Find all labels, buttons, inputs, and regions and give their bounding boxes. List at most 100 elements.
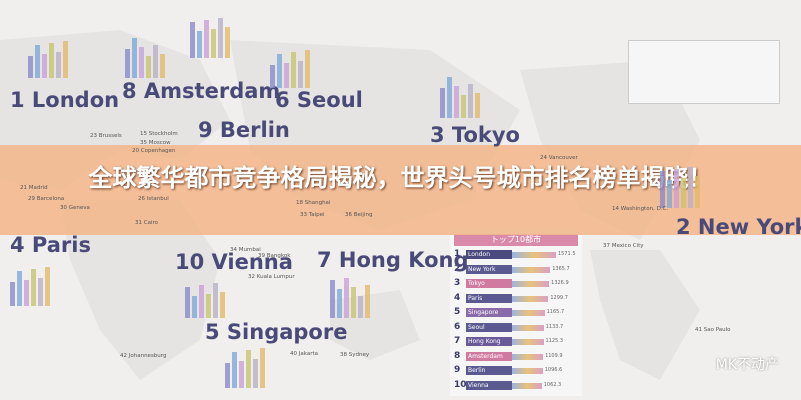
mini-bar bbox=[305, 50, 310, 88]
mini-bar bbox=[31, 269, 36, 306]
mini-bar bbox=[688, 167, 693, 208]
mini-bar bbox=[42, 54, 47, 78]
mini-bar bbox=[28, 56, 33, 78]
mini-bar bbox=[454, 86, 459, 118]
rank: 2 bbox=[454, 263, 461, 274]
banner-title: 全球繁华都市竞争格局揭秘，世界头号城市排名榜单揭晓！ bbox=[88, 164, 713, 192]
mini-bar bbox=[24, 280, 29, 306]
small-city-label: 32 Kuala Lumpur bbox=[248, 274, 295, 280]
rank: 3 bbox=[454, 278, 461, 288]
city-label: 1 London bbox=[10, 88, 120, 112]
mini-bar bbox=[667, 180, 672, 208]
city-name: Amsterdam bbox=[466, 351, 512, 361]
score-bar bbox=[512, 266, 551, 273]
mini-bar bbox=[225, 27, 230, 58]
top10-row: 9 Berlin 1096.6 bbox=[454, 365, 580, 377]
mini-bar bbox=[298, 61, 303, 88]
small-city-label: 41 Sao Paulo bbox=[695, 327, 731, 333]
mini-bar bbox=[270, 65, 275, 88]
mini-bar bbox=[204, 20, 209, 58]
mini-bar bbox=[239, 361, 244, 388]
top10-panel: トップ10都市 1 London 1571.5 2 New York 1365.7 3 Tok… bbox=[450, 228, 582, 396]
small-city-label: 23 Brussels bbox=[90, 133, 122, 139]
mini-bar bbox=[125, 49, 130, 78]
mini-bar bbox=[190, 22, 195, 58]
top10-row: 8 Amsterdam 1109.9 bbox=[454, 351, 580, 363]
rank: 10 bbox=[454, 379, 467, 390]
mini-bar bbox=[211, 29, 216, 58]
city-name: Singapore bbox=[466, 308, 512, 317]
rank: 7 bbox=[454, 336, 461, 346]
mini-bar bbox=[10, 282, 15, 306]
mini-bar bbox=[695, 176, 700, 208]
city-label: 5 Singapore bbox=[205, 320, 348, 344]
top10-row: 1 London 1571.5 bbox=[454, 249, 580, 261]
top10-row: 7 Hong Kong 1125.3 bbox=[454, 336, 580, 348]
small-city-label: 40 Jakarta bbox=[290, 351, 318, 357]
city-label: 7 Hong Kong bbox=[317, 248, 469, 272]
mini-bar bbox=[475, 93, 480, 118]
score-value: 1062.3 bbox=[543, 381, 562, 388]
city-name: London bbox=[466, 250, 512, 259]
mini-bar bbox=[358, 296, 363, 318]
mini-bar bbox=[218, 18, 223, 58]
mini-bar bbox=[440, 88, 445, 118]
city-name: Paris bbox=[466, 293, 512, 303]
mini-bar bbox=[365, 285, 370, 318]
rank: 5 bbox=[454, 307, 461, 317]
rank: 9 bbox=[454, 365, 461, 375]
rank: 8 bbox=[454, 350, 461, 361]
small-city-label: 21 Madrid bbox=[20, 185, 48, 191]
small-city-label: 42 Johannesburg bbox=[120, 353, 167, 359]
score-value: 1365.7 bbox=[552, 265, 570, 272]
mini-bar bbox=[49, 43, 54, 78]
mini-bar bbox=[260, 348, 265, 388]
score-bar bbox=[512, 281, 550, 287]
mini-bar bbox=[468, 84, 473, 118]
mini-bar bbox=[447, 77, 452, 118]
score-value: 1165.7 bbox=[546, 309, 565, 315]
mini-bar bbox=[461, 95, 466, 118]
top10-row: 6 Seoul 1133.7 bbox=[454, 322, 580, 334]
mini-bar bbox=[132, 38, 137, 78]
top10-row: 3 Tokyo 1326.9 bbox=[454, 278, 580, 290]
score-bar bbox=[512, 324, 544, 331]
top10-row: 10 Vienna 1062.3 bbox=[454, 380, 580, 392]
small-city-label: 20 Copenhagen bbox=[132, 148, 176, 154]
mini-bar bbox=[192, 296, 197, 318]
score-value: 1299.7 bbox=[550, 294, 568, 301]
mini-bar bbox=[246, 350, 251, 388]
small-city-label: 37 Mexico City bbox=[603, 243, 644, 249]
small-city-label: 36 Beijing bbox=[345, 212, 373, 218]
city-label: 3 Tokyo bbox=[430, 123, 520, 147]
city-label: 2 New York bbox=[676, 215, 801, 239]
small-city-label: 33 Taipei bbox=[300, 212, 325, 218]
city-name: Tokyo bbox=[466, 279, 512, 288]
mini-bar bbox=[63, 41, 68, 78]
score-value: 1133.7 bbox=[545, 323, 564, 330]
small-city-label: 14 Washington, D.C. bbox=[612, 206, 669, 212]
score-bar bbox=[512, 353, 544, 360]
small-city-label: 39 Bangkok bbox=[258, 253, 291, 259]
city-label: 10 Vienna bbox=[175, 250, 293, 274]
mini-bar bbox=[17, 271, 22, 306]
score-value: 1326.9 bbox=[551, 280, 569, 286]
top10-row: 5 Singapore 1165.7 bbox=[454, 307, 580, 319]
mini-bar bbox=[344, 278, 349, 318]
mini-bar bbox=[681, 178, 686, 208]
mini-bar bbox=[337, 289, 342, 318]
mini-bar bbox=[674, 169, 679, 208]
city-label: 8 Amsterdam bbox=[122, 79, 281, 103]
mini-bar bbox=[660, 171, 665, 208]
mini-bar bbox=[35, 45, 40, 78]
mini-bar bbox=[213, 283, 218, 318]
city-label: 6 Seoul bbox=[275, 88, 363, 112]
city-label: 9 Berlin bbox=[198, 118, 290, 142]
top10-row: 2 New York 1365.7 bbox=[454, 264, 580, 276]
mini-bar bbox=[291, 52, 296, 88]
score-bar bbox=[512, 368, 543, 374]
mini-bar bbox=[197, 31, 202, 58]
small-city-label: 31 Cairo bbox=[135, 220, 158, 226]
score-bar bbox=[512, 252, 556, 258]
